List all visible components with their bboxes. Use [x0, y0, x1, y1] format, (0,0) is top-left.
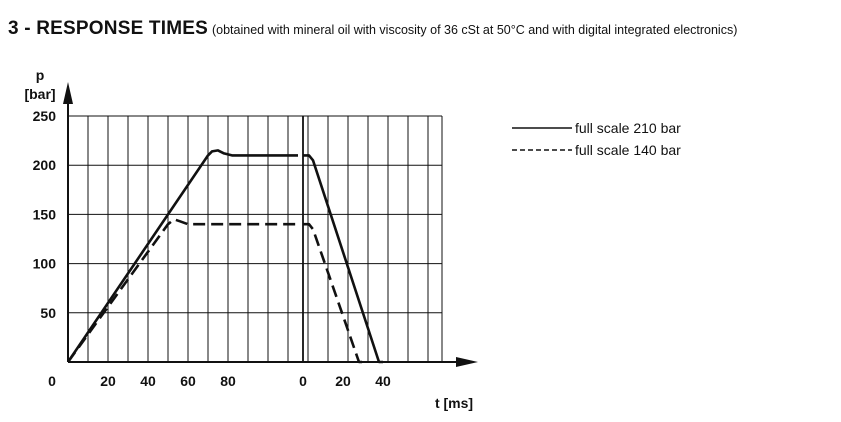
y-tick-label: 100: [33, 256, 57, 272]
tick-labels: 50 100 150 200 250 0 20 40 60 80 0 20 40 p [bar] t [ms]: [24, 67, 473, 411]
legend-label: full scale 210 bar: [575, 120, 681, 136]
x-tick-label: 60: [180, 373, 196, 389]
series-140-bar-fall: [303, 222, 363, 364]
chart-heading: 3 - RESPONSE TIMES (obtained with mineral…: [8, 18, 737, 40]
chart-subtitle: (obtained with mineral oil with viscosit…: [211, 23, 738, 37]
x-tick-label: 40: [140, 373, 156, 389]
x-axis-arrow: [456, 357, 478, 367]
x-tick-label: 40: [375, 373, 391, 389]
legend-label: full scale 140 bar: [575, 142, 681, 158]
y-axis-label: p: [36, 67, 45, 83]
x-tick-label: 20: [100, 373, 116, 389]
x-tick-label: 80: [220, 373, 236, 389]
origin-label: 0: [48, 373, 56, 389]
y-tick-label: 50: [40, 305, 56, 321]
x-tick-label: 0: [299, 373, 307, 389]
series-lines: [66, 149, 383, 364]
grid: [68, 115, 443, 362]
y-tick-label: 250: [33, 108, 57, 124]
y-tick-label: 150: [33, 206, 57, 222]
y-axis-arrow: [63, 82, 73, 104]
series-210-bar-rise: [66, 149, 298, 363]
series-140-bar-rise: [66, 218, 298, 363]
axes: [63, 82, 478, 367]
x-tick-label: 20: [335, 373, 351, 389]
y-axis-unit: [bar]: [24, 86, 55, 102]
y-tick-label: 200: [33, 157, 57, 173]
chart-title: 3 - RESPONSE TIMES: [8, 18, 208, 39]
legend: full scale 210 bar full scale 140 bar: [512, 120, 681, 158]
series-210-bar-fall: [303, 154, 383, 364]
x-axis-label: t [ms]: [435, 395, 473, 411]
